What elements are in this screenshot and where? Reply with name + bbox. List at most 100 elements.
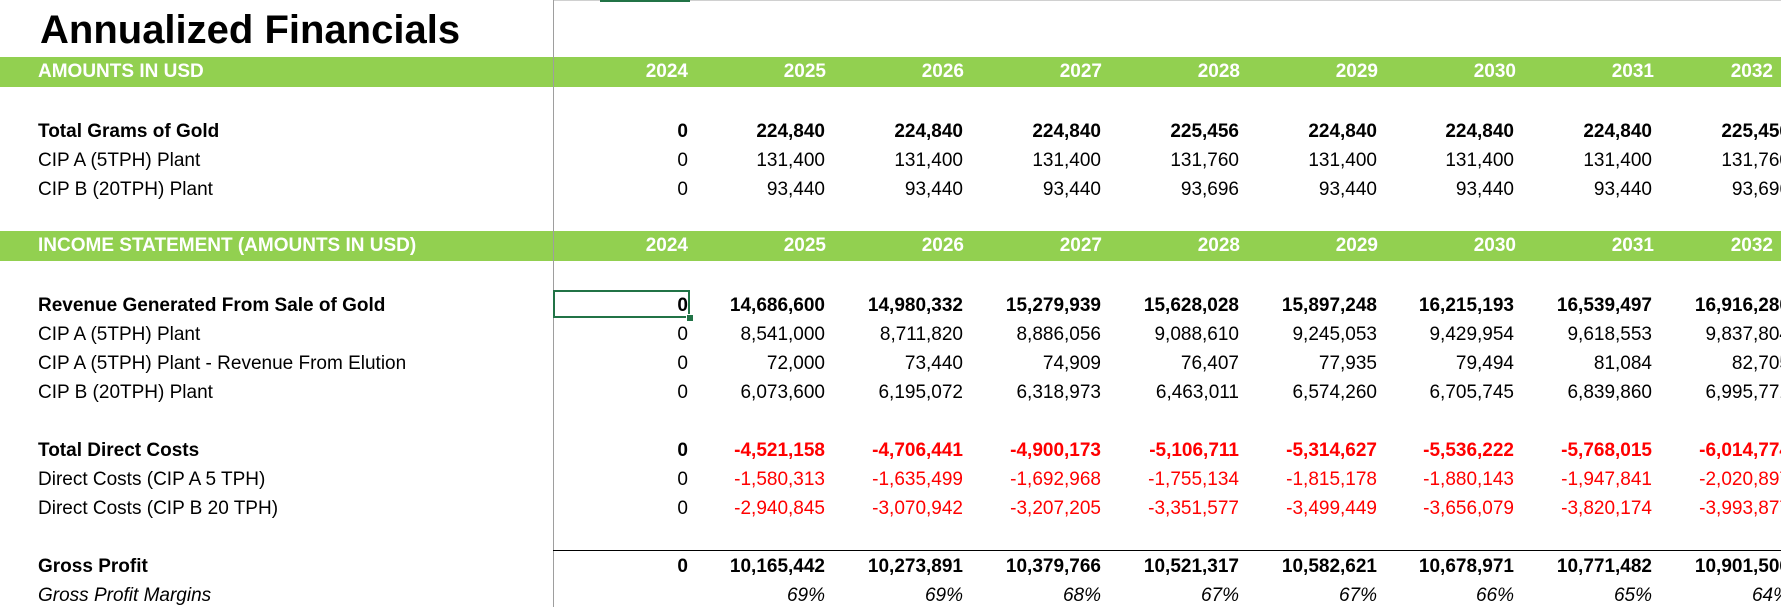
value-cell[interactable]: -4,900,173 bbox=[1010, 440, 1101, 461]
year-header-cell[interactable]: 2030 bbox=[1473, 235, 1516, 256]
year-header-cell[interactable]: 2024 bbox=[645, 235, 688, 256]
value-cell[interactable]: 64% bbox=[1751, 585, 1781, 606]
year-header-cell[interactable]: 2026 bbox=[921, 61, 964, 82]
amounts-header-label[interactable]: AMOUNTS IN USD bbox=[38, 61, 204, 82]
value-cell[interactable]: 6,195,072 bbox=[878, 382, 963, 403]
value-cell[interactable]: 16,539,497 bbox=[1556, 295, 1652, 316]
value-cell[interactable]: 9,618,553 bbox=[1567, 324, 1652, 345]
value-cell[interactable]: -4,706,441 bbox=[872, 440, 963, 461]
value-cell[interactable]: 10,165,442 bbox=[729, 556, 825, 577]
value-cell[interactable]: 8,711,820 bbox=[879, 324, 963, 345]
year-header-cell[interactable]: 2032 bbox=[1730, 61, 1773, 82]
row-label[interactable]: Gross Profit bbox=[38, 556, 148, 577]
value-cell[interactable]: 131,760 bbox=[1721, 150, 1781, 171]
value-cell[interactable]: 224,840 bbox=[756, 121, 825, 142]
year-header-cell[interactable]: 2028 bbox=[1197, 235, 1240, 256]
row-label[interactable]: Gross Profit Margins bbox=[38, 585, 212, 606]
value-cell[interactable]: 0 bbox=[677, 498, 688, 519]
year-header-cell[interactable]: 2027 bbox=[1059, 235, 1102, 256]
year-header-cell[interactable]: 2024 bbox=[645, 61, 688, 82]
value-cell[interactable]: -3,207,205 bbox=[1010, 498, 1101, 519]
value-cell[interactable]: 0 bbox=[677, 440, 688, 461]
value-cell[interactable]: 0 bbox=[677, 121, 688, 142]
value-cell[interactable]: 93,440 bbox=[1318, 179, 1377, 200]
year-header-cell[interactable]: 2030 bbox=[1473, 61, 1516, 82]
value-cell[interactable]: 82,705 bbox=[1731, 353, 1781, 374]
value-cell[interactable]: 0 bbox=[677, 556, 688, 577]
year-header-cell[interactable]: 2027 bbox=[1059, 61, 1102, 82]
value-cell[interactable]: 93,440 bbox=[1593, 179, 1652, 200]
year-header-cell[interactable]: 2025 bbox=[783, 235, 826, 256]
year-header-cell[interactable]: 2029 bbox=[1335, 61, 1378, 82]
value-cell[interactable]: 224,840 bbox=[1308, 121, 1377, 142]
income-statement-header-label[interactable]: INCOME STATEMENT (AMOUNTS IN USD) bbox=[38, 235, 417, 256]
value-cell[interactable]: 93,440 bbox=[1455, 179, 1514, 200]
row-label[interactable]: CIP A (5TPH) Plant - Revenue From Elutio… bbox=[38, 353, 407, 374]
value-cell[interactable]: 8,886,056 bbox=[1016, 324, 1101, 345]
value-cell[interactable]: -1,635,499 bbox=[872, 469, 963, 490]
row-label[interactable]: Revenue Generated From Sale of Gold bbox=[38, 295, 386, 316]
value-cell[interactable]: 16,215,193 bbox=[1418, 295, 1514, 316]
value-cell[interactable]: 14,686,600 bbox=[729, 295, 825, 316]
value-cell[interactable]: -3,351,577 bbox=[1148, 498, 1239, 519]
value-cell[interactable]: 131,400 bbox=[756, 150, 825, 171]
value-cell[interactable]: 0 bbox=[677, 353, 688, 374]
value-cell[interactable]: -3,820,174 bbox=[1561, 498, 1652, 519]
value-cell[interactable]: 74,909 bbox=[1042, 353, 1101, 374]
value-cell[interactable]: 8,541,000 bbox=[740, 324, 825, 345]
value-cell[interactable]: 6,705,745 bbox=[1429, 382, 1514, 403]
value-cell[interactable]: 0 bbox=[677, 295, 688, 316]
value-cell[interactable]: 15,628,028 bbox=[1143, 295, 1239, 316]
value-cell[interactable]: 6,574,260 bbox=[1292, 382, 1377, 403]
value-cell[interactable]: 72,000 bbox=[766, 353, 825, 374]
value-cell[interactable]: 10,582,621 bbox=[1281, 556, 1377, 577]
value-cell[interactable]: 79,494 bbox=[1455, 353, 1514, 374]
value-cell[interactable]: 131,400 bbox=[1445, 150, 1514, 171]
value-cell[interactable]: -3,993,877 bbox=[1699, 498, 1781, 519]
value-cell[interactable]: 9,429,954 bbox=[1429, 324, 1514, 345]
value-cell[interactable]: 0 bbox=[677, 469, 688, 490]
value-cell[interactable]: 224,840 bbox=[894, 121, 963, 142]
value-cell[interactable]: 0 bbox=[677, 150, 688, 171]
value-cell[interactable]: 9,245,053 bbox=[1292, 324, 1377, 345]
value-cell[interactable]: 81,084 bbox=[1593, 353, 1652, 374]
year-header-cell[interactable]: 2031 bbox=[1611, 61, 1654, 82]
value-cell[interactable]: -3,656,079 bbox=[1423, 498, 1514, 519]
value-cell[interactable]: 131,760 bbox=[1170, 150, 1239, 171]
value-cell[interactable]: 93,696 bbox=[1731, 179, 1781, 200]
value-cell[interactable]: -2,940,845 bbox=[734, 498, 825, 519]
value-cell[interactable]: 93,440 bbox=[766, 179, 825, 200]
year-header-cell[interactable]: 2029 bbox=[1335, 235, 1378, 256]
value-cell[interactable]: 10,273,891 bbox=[867, 556, 963, 577]
value-cell[interactable]: 0 bbox=[677, 382, 688, 403]
value-cell[interactable]: 10,678,971 bbox=[1418, 556, 1514, 577]
value-cell[interactable]: 69% bbox=[924, 585, 963, 606]
value-cell[interactable]: -4,521,158 bbox=[734, 440, 825, 461]
row-label[interactable]: Direct Costs (CIP A 5 TPH) bbox=[38, 469, 266, 490]
value-cell[interactable]: 6,995,771 bbox=[1705, 382, 1781, 403]
value-cell[interactable]: 224,840 bbox=[1583, 121, 1652, 142]
value-cell[interactable]: 76,407 bbox=[1180, 353, 1239, 374]
value-cell[interactable]: 10,521,317 bbox=[1143, 556, 1239, 577]
value-cell[interactable]: -3,499,449 bbox=[1286, 498, 1377, 519]
value-cell[interactable]: 225,456 bbox=[1721, 121, 1781, 142]
value-cell[interactable]: 77,935 bbox=[1318, 353, 1377, 374]
value-cell[interactable]: -6,014,774 bbox=[1699, 440, 1781, 461]
value-cell[interactable]: 131,400 bbox=[1032, 150, 1101, 171]
value-cell[interactable]: -1,947,841 bbox=[1561, 469, 1652, 490]
value-cell[interactable]: -1,880,143 bbox=[1423, 469, 1514, 490]
row-label[interactable]: Total Grams of Gold bbox=[38, 121, 220, 142]
value-cell[interactable]: -1,815,178 bbox=[1286, 469, 1377, 490]
row-label[interactable]: CIP A (5TPH) Plant bbox=[38, 324, 201, 345]
value-cell[interactable]: 14,980,332 bbox=[867, 295, 963, 316]
value-cell[interactable]: 6,839,860 bbox=[1567, 382, 1652, 403]
value-cell[interactable]: -5,106,711 bbox=[1149, 440, 1239, 461]
value-cell[interactable]: 131,400 bbox=[894, 150, 963, 171]
value-cell[interactable]: 224,840 bbox=[1032, 121, 1101, 142]
value-cell[interactable]: 6,073,600 bbox=[740, 382, 825, 403]
value-cell[interactable]: 0 bbox=[677, 324, 688, 345]
value-cell[interactable]: 6,318,973 bbox=[1016, 382, 1101, 403]
value-cell[interactable]: 10,901,506 bbox=[1694, 556, 1781, 577]
row-label[interactable]: Direct Costs (CIP B 20 TPH) bbox=[38, 498, 279, 519]
